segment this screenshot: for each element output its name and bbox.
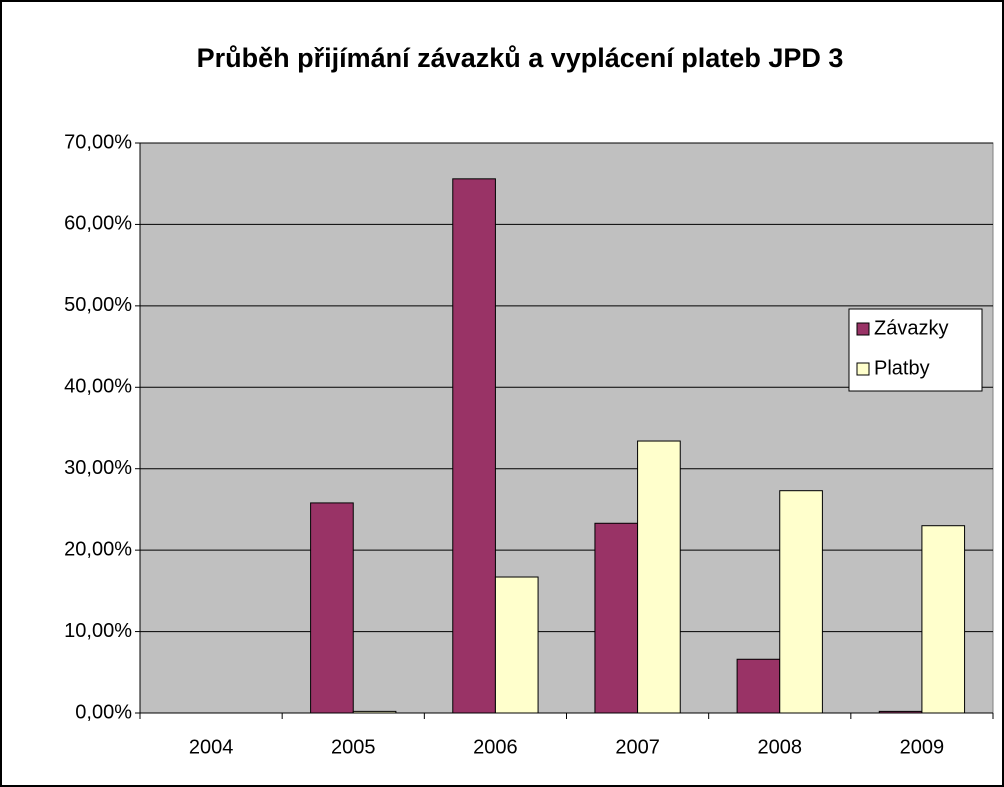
y-tick-label: 20,00% [64, 538, 132, 560]
bar [878, 710, 923, 714]
bar [736, 658, 781, 714]
bar [352, 710, 397, 714]
bar [494, 576, 539, 714]
x-tick-label: 2005 [331, 736, 376, 758]
x-tick-label: 2009 [900, 736, 945, 758]
y-tick-label: 60,00% [64, 213, 132, 235]
bar [921, 525, 966, 714]
bar [452, 178, 496, 714]
y-tick-label: 30,00% [64, 457, 132, 479]
x-tick-label: 2004 [189, 736, 234, 758]
y-tick-label: 70,00% [64, 131, 132, 153]
legend-swatch [856, 362, 870, 376]
legend-label: Platby [874, 357, 930, 379]
legend [848, 308, 983, 392]
x-tick-label: 2008 [758, 736, 803, 758]
y-tick-label: 40,00% [64, 376, 132, 398]
plot-area [139, 142, 994, 714]
x-tick-label: 2007 [615, 736, 660, 758]
bar [594, 522, 639, 714]
bar [637, 440, 681, 714]
legend-swatch [856, 322, 870, 336]
bar [310, 502, 354, 714]
x-tick-label: 2006 [473, 736, 518, 758]
bar [779, 490, 823, 714]
y-tick-label: 50,00% [64, 294, 132, 316]
legend-label: Závazky [874, 317, 948, 339]
y-tick-label: 0,00% [75, 701, 132, 723]
chart-title: Průběh přijímání závazků a vyplácení pla… [197, 43, 844, 73]
y-tick-label: 10,00% [64, 620, 132, 642]
